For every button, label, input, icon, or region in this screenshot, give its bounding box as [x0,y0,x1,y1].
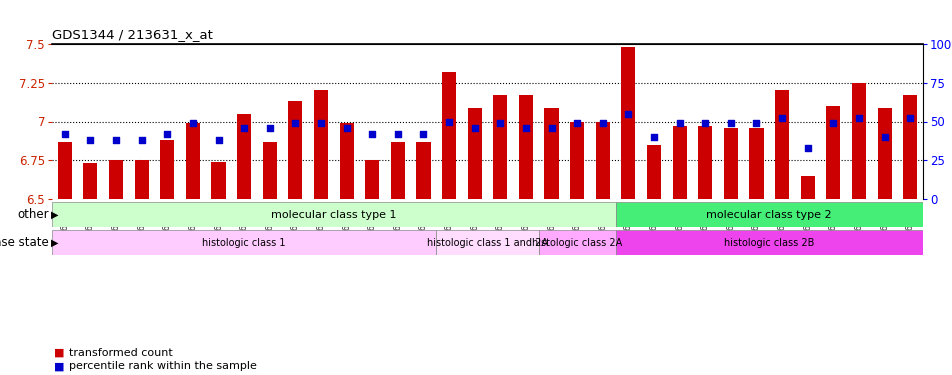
Text: histologic class 2A: histologic class 2A [531,237,622,248]
Point [671,120,686,126]
Bar [313,90,327,199]
Bar [538,230,615,255]
Text: disease state: disease state [0,236,50,249]
Bar [83,164,97,199]
Bar [436,230,538,255]
Bar [800,176,814,199]
Bar [365,160,379,199]
Point [288,120,303,126]
Point [83,137,98,143]
Point [109,137,124,143]
Bar [288,101,302,199]
Text: molecular class type 1: molecular class type 1 [270,210,396,219]
Point [850,116,865,122]
Bar [615,202,922,227]
Bar [442,72,456,199]
Bar [52,202,615,227]
Point [441,118,456,124]
Text: ▶: ▶ [51,237,58,248]
Bar [825,106,840,199]
Point [620,111,635,117]
Point [262,125,277,131]
Bar [493,95,506,199]
Text: ■: ■ [54,348,65,357]
Bar [595,122,609,199]
Bar [672,126,686,199]
Bar [518,95,532,199]
Point [569,120,585,126]
Bar [339,123,353,199]
Point [645,134,661,140]
Point [236,125,251,131]
Point [774,116,789,122]
Text: ▶: ▶ [51,210,58,219]
Bar [774,90,788,199]
Point [466,125,482,131]
Text: histologic class 1: histologic class 1 [202,237,286,248]
Bar [748,128,763,199]
Bar [724,128,737,199]
Bar [390,142,405,199]
Point [902,116,917,122]
Bar [237,114,251,199]
Bar [416,142,430,199]
Text: other: other [17,208,50,221]
Point [723,120,738,126]
Bar [615,230,922,255]
Bar [569,122,584,199]
Point [748,120,764,126]
Text: histologic class 1 and 2A: histologic class 1 and 2A [426,237,547,248]
Point [595,120,610,126]
Point [389,131,405,137]
Bar [211,162,226,199]
Bar [58,142,71,199]
Point [313,120,328,126]
Text: percentile rank within the sample: percentile rank within the sample [69,362,257,371]
Bar [877,108,891,199]
Text: ■: ■ [54,362,65,371]
Bar [186,123,200,199]
Point [57,131,72,137]
Point [800,145,815,151]
Point [697,120,712,126]
Bar [52,230,436,255]
Point [210,137,226,143]
Text: transformed count: transformed count [69,348,172,357]
Point [339,125,354,131]
Bar [902,95,916,199]
Bar [263,142,276,199]
Point [185,120,200,126]
Point [492,120,507,126]
Bar [160,140,174,199]
Bar [544,108,558,199]
Text: molecular class type 2: molecular class type 2 [705,210,831,219]
Point [160,131,175,137]
Text: GDS1344 / 213631_x_at: GDS1344 / 213631_x_at [52,28,212,42]
Bar [467,108,481,199]
Point [134,137,149,143]
Text: histologic class 2B: histologic class 2B [724,237,814,248]
Point [544,125,559,131]
Point [518,125,533,131]
Bar [109,160,123,199]
Point [415,131,430,137]
Point [824,120,840,126]
Bar [851,83,865,199]
Bar [621,47,635,199]
Bar [646,145,661,199]
Point [365,131,380,137]
Point [876,134,891,140]
Bar [698,126,711,199]
Bar [134,160,149,199]
